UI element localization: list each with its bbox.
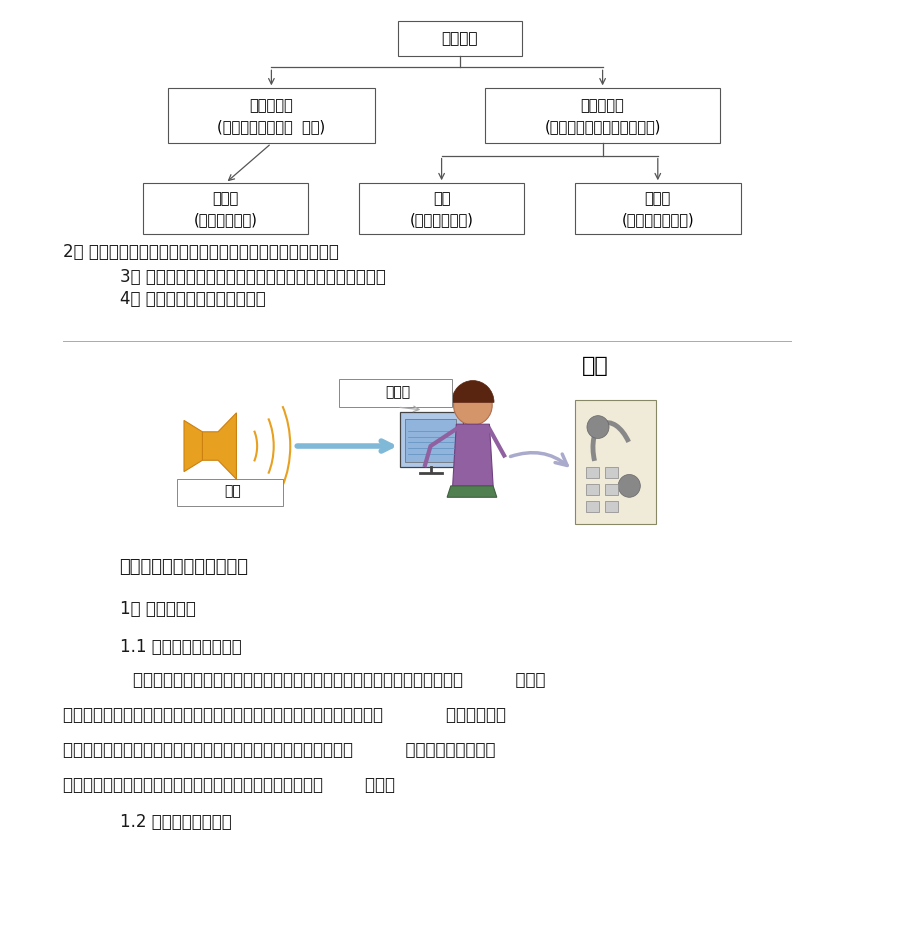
FancyBboxPatch shape [400,412,462,467]
Text: 等各环节的管理。材料控制包括原材料、成品、半成品等的        控制。: 等各环节的管理。材料控制包括原材料、成品、半成品等的 控制。 [62,776,394,794]
FancyBboxPatch shape [404,419,456,462]
Text: 三、本工程的雨期施工措施: 三、本工程的雨期施工措施 [119,558,248,576]
Text: 机电部经理
(现场实施、监控、材料准备): 机电部经理 (现场实施、监控、材料准备) [544,98,660,134]
FancyBboxPatch shape [605,484,618,495]
Text: 互联网: 互联网 [384,385,410,399]
Wedge shape [451,381,494,402]
FancyBboxPatch shape [358,183,524,234]
Text: 1、 原材料要求: 1、 原材料要求 [119,600,195,618]
Text: 4、 设专业人员收集气象资料。: 4、 设专业人员收集气象资料。 [119,290,265,308]
Circle shape [618,474,640,497]
FancyBboxPatch shape [397,22,522,57]
Text: 广播: 广播 [223,485,241,498]
FancyBboxPatch shape [574,183,740,234]
Circle shape [586,416,608,438]
Polygon shape [184,420,202,472]
Text: 1.1 加强对原材料的控制: 1.1 加强对原材料的控制 [119,638,241,656]
Text: 2、 提前编制雨季方案，并组织施工管理人员和工人进行培训: 2、 提前编制雨季方案，并组织施工管理人员和工人进行培训 [62,243,338,261]
FancyBboxPatch shape [168,88,375,143]
Text: 1.2 合理组织材料供应: 1.2 合理组织材料供应 [119,813,231,831]
FancyBboxPatch shape [574,400,655,524]
FancyBboxPatch shape [585,484,598,495]
Text: 机电经理: 机电经理 [441,31,478,47]
Text: 场检查验收，正确合理地使用，妥善的保管，提前建立管理台账，          进行收、发、储、运: 场检查验收，正确合理地使用，妥善的保管，提前建立管理台账， 进行收、发、储、运 [62,741,494,759]
Circle shape [453,385,492,425]
FancyBboxPatch shape [605,467,618,478]
FancyBboxPatch shape [177,479,283,506]
FancyBboxPatch shape [585,467,598,478]
Polygon shape [452,424,493,486]
Text: 第一步。主要手段首先是建立材料的样品制，对所选定的样品进行封样，            其次是严格进: 第一步。主要手段首先是建立材料的样品制，对所选定的样品进行封样， 其次是严格进 [62,706,505,724]
Text: 工长
(现场监督实施): 工长 (现场监督实施) [409,191,473,227]
Text: 技术负责人
(冬雨季施工方案、  措施): 技术负责人 (冬雨季施工方案、 措施) [217,98,325,134]
FancyBboxPatch shape [605,501,618,512]
Polygon shape [202,413,236,479]
Text: 电话: 电话 [582,356,608,377]
Text: 3、 编制防火预案，对管理人员和工人进行防火知识培训。: 3、 编制防火预案，对管理人员和工人进行防火知识培训。 [119,268,385,286]
Text: 材料员
(物资购买、供应): 材料员 (物资购买、供应) [621,191,693,227]
FancyBboxPatch shape [485,88,720,143]
FancyBboxPatch shape [339,379,451,407]
FancyBboxPatch shape [585,501,598,512]
FancyBboxPatch shape [142,183,308,234]
Text: 技术员
(方案措施编制): 技术员 (方案措施编制) [193,191,257,227]
Text: 雨期施工由于气候条件，对原材料的要求更高，加强对原材料的控制是雨期          施工的: 雨期施工由于气候条件，对原材料的要求更高，加强对原材料的控制是雨期 施工的 [133,671,545,689]
Polygon shape [447,486,496,497]
